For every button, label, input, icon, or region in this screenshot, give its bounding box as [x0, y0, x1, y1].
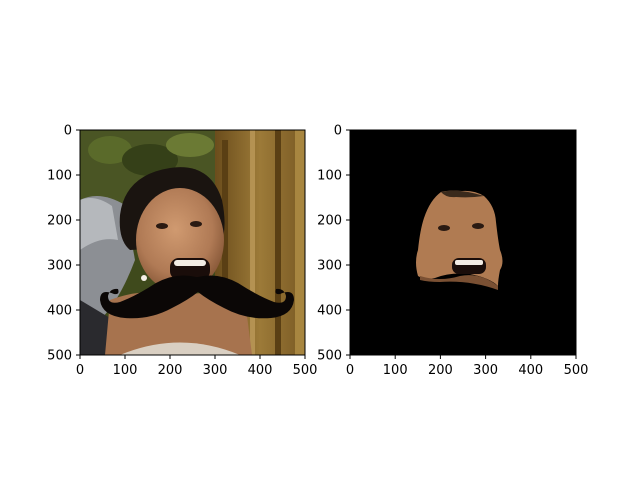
right-image-panel: 0 100 200 300 400 500 0 100 200 300 400 500 — [317, 124, 588, 379]
left-ytick-label-5: 500 — [47, 349, 72, 364]
left-xtick-label-1: 100 — [113, 363, 138, 378]
right-ytick-label-3: 300 — [317, 259, 342, 274]
right-ytick-label-0: 0 — [334, 124, 342, 139]
left-axes-frame — [79, 129, 306, 356]
right-xtick-label-2: 200 — [428, 363, 453, 378]
left-xtick-label-5: 500 — [293, 363, 318, 378]
left-ytick-label-4: 400 — [47, 304, 72, 319]
right-ticks: 0 100 200 300 400 500 0 100 200 300 400 500 — [317, 124, 588, 379]
right-ytick-label-1: 100 — [317, 169, 342, 184]
right-ytick-label-5: 500 — [317, 349, 342, 364]
left-ytick-label-2: 200 — [47, 214, 72, 229]
left-xtick-label-3: 300 — [203, 363, 228, 378]
left-xtick-label-4: 400 — [248, 363, 273, 378]
right-xtick-label-0: 0 — [346, 363, 354, 378]
left-ytick-label-3: 300 — [47, 259, 72, 274]
right-xtick-label-5: 500 — [564, 363, 589, 378]
left-ytick-label-0: 0 — [64, 124, 72, 139]
left-ytick-label-1: 100 — [47, 169, 72, 184]
left-xtick-label-2: 200 — [158, 363, 183, 378]
right-ytick-label-4: 400 — [317, 304, 342, 319]
right-xtick-label-3: 300 — [473, 363, 498, 378]
right-photo — [350, 130, 576, 355]
right-ytick-label-2: 200 — [317, 214, 342, 229]
left-photo — [80, 130, 305, 355]
right-xtick-label-4: 400 — [518, 363, 543, 378]
right-xtick-label-1: 100 — [383, 363, 408, 378]
left-xtick-label-0: 0 — [76, 363, 84, 378]
right-axes-frame — [349, 129, 577, 356]
mustache-overlay — [100, 275, 294, 319]
left-image-panel: 0 100 200 300 400 500 0 100 200 300 400 500 — [47, 124, 317, 379]
left-ticks: 0 100 200 300 400 500 0 100 200 300 400 500 — [47, 124, 317, 379]
